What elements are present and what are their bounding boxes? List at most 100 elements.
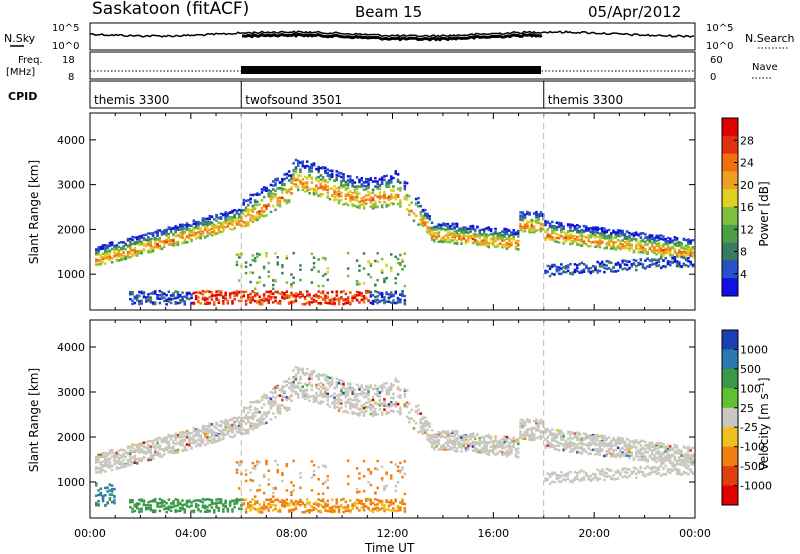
velocity-cell xyxy=(115,461,118,465)
velocity-cell xyxy=(233,505,236,509)
power-cell xyxy=(371,294,375,297)
power-cell xyxy=(367,178,370,181)
velocity-cell xyxy=(340,379,343,382)
power-cell xyxy=(294,170,298,174)
power-cell xyxy=(614,241,618,244)
power-cell xyxy=(147,243,150,246)
velocity-cell xyxy=(281,394,284,398)
velocity-cell xyxy=(342,497,345,501)
power-cell xyxy=(430,226,434,230)
power-cell xyxy=(569,238,572,242)
power-cell xyxy=(272,301,275,304)
power-cell xyxy=(625,260,629,263)
velocity-cell xyxy=(317,375,320,378)
power-cell xyxy=(408,194,411,198)
power-cell xyxy=(301,178,304,181)
velocity-cell xyxy=(374,507,377,510)
power-cell xyxy=(519,222,522,226)
velocity-cell xyxy=(190,504,193,507)
power-cell xyxy=(478,236,481,240)
velocity-cell xyxy=(272,399,275,403)
power-cell xyxy=(120,253,123,256)
power-cell xyxy=(158,289,162,293)
power-cell xyxy=(385,300,388,303)
power-cell xyxy=(176,301,180,305)
power-cell xyxy=(585,225,588,228)
velocity-cell xyxy=(256,509,259,512)
power-cell xyxy=(104,253,107,256)
velocity-cell xyxy=(258,510,261,514)
power-cell xyxy=(480,233,484,236)
power-cell xyxy=(299,174,302,177)
power-cell xyxy=(514,241,518,245)
power-cell xyxy=(142,238,146,241)
velocity-cell xyxy=(326,381,329,385)
power-cell xyxy=(208,290,211,293)
velocity-cell xyxy=(158,501,162,505)
power-cell xyxy=(190,293,193,296)
power-cell xyxy=(485,241,488,245)
power-cell xyxy=(340,186,343,189)
power-cell xyxy=(362,199,366,202)
power-cell xyxy=(573,239,577,243)
power-cell xyxy=(628,237,631,241)
velocity-cell xyxy=(290,399,293,402)
velocity-cell xyxy=(188,443,191,447)
velocity-cell xyxy=(326,475,329,478)
power-cell xyxy=(335,198,338,201)
power-cell xyxy=(503,245,506,248)
power-cell xyxy=(349,175,352,178)
power-cell xyxy=(362,282,366,285)
velocity-cell xyxy=(224,501,227,505)
power-cell xyxy=(582,224,586,228)
velocity-cell xyxy=(249,488,252,492)
power-cell xyxy=(287,199,291,202)
power-cell xyxy=(269,296,273,299)
velocity-cell xyxy=(355,406,359,410)
power-cell xyxy=(285,256,289,260)
power-cell xyxy=(269,197,273,200)
power-cell xyxy=(546,236,549,240)
power-cell xyxy=(292,169,295,173)
power-cell xyxy=(660,256,663,259)
power-cell xyxy=(666,236,670,240)
power-cell xyxy=(571,234,574,238)
velocity-cell xyxy=(340,402,343,405)
power-cell xyxy=(601,233,604,236)
velocity-cell xyxy=(387,388,391,391)
power-cell xyxy=(560,263,563,266)
power-cell xyxy=(571,236,574,239)
power-cell xyxy=(337,171,341,175)
power-cell xyxy=(235,210,239,214)
velocity-cell xyxy=(206,442,209,445)
velocity-cell xyxy=(371,510,375,514)
power-cell xyxy=(385,181,388,184)
power-cell xyxy=(117,245,121,249)
velocity-cell xyxy=(369,483,373,487)
velocity-cell xyxy=(163,436,166,440)
power-cell xyxy=(154,290,157,293)
velocity-cell xyxy=(226,507,230,511)
power-cell xyxy=(117,251,121,254)
power-cell xyxy=(553,273,556,276)
power-cell xyxy=(253,218,257,221)
velocity-cell xyxy=(126,458,130,462)
power-cell xyxy=(660,266,663,270)
velocity-cell xyxy=(201,431,205,434)
velocity-cell xyxy=(312,397,316,401)
power-cell xyxy=(274,193,277,196)
power-cell xyxy=(460,231,463,234)
power-cell xyxy=(462,232,466,235)
power-cell xyxy=(371,191,375,194)
velocity-cell xyxy=(106,490,109,493)
power-cell xyxy=(460,236,463,240)
power-cell xyxy=(462,230,466,233)
velocity-cell xyxy=(133,458,137,462)
velocity-cell xyxy=(321,482,325,485)
power-cell xyxy=(99,253,103,257)
power-cell xyxy=(553,263,556,267)
velocity-cell xyxy=(176,433,180,437)
velocity-cell xyxy=(269,404,273,407)
velocity-cell xyxy=(385,390,388,394)
power-cell xyxy=(510,237,513,240)
